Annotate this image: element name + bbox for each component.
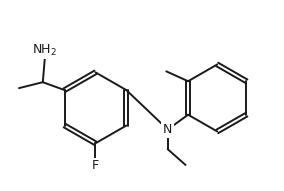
Text: F: F <box>92 159 99 172</box>
Text: N: N <box>163 123 172 136</box>
Text: NH$_2$: NH$_2$ <box>32 43 57 58</box>
